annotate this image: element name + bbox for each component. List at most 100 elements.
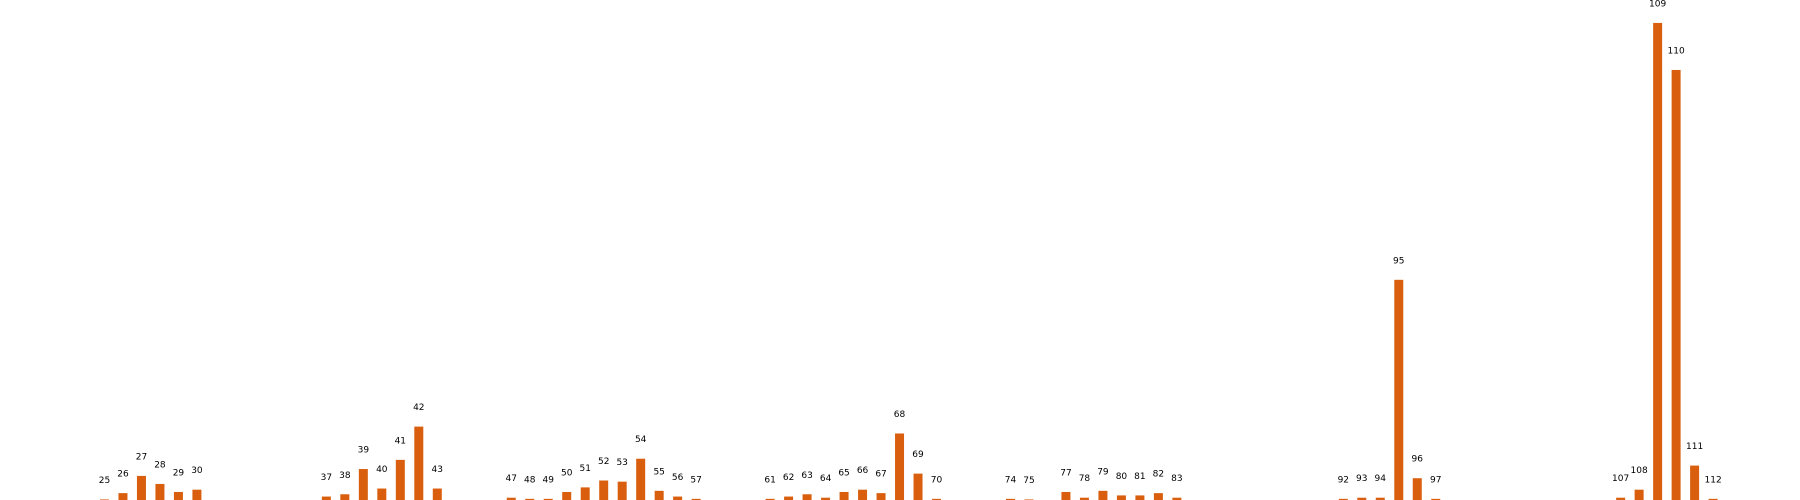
bar — [562, 491, 572, 500]
bar-label: 66 — [857, 466, 869, 476]
bar — [1653, 22, 1663, 500]
bar-label: 97 — [1430, 475, 1441, 485]
bar-label: 54 — [635, 435, 647, 445]
bar — [377, 488, 387, 500]
bar — [414, 426, 424, 500]
bar-label: 42 — [413, 403, 424, 413]
bar-label: 65 — [838, 468, 849, 478]
bar — [1061, 491, 1071, 500]
bar — [1135, 495, 1145, 500]
bar-label: 81 — [1134, 472, 1145, 482]
bar — [876, 493, 886, 500]
bar — [358, 469, 368, 500]
bar — [802, 494, 812, 500]
bar — [1616, 497, 1626, 500]
bar-label: 30 — [191, 466, 203, 476]
bar — [1153, 493, 1163, 500]
bar-label: 69 — [912, 450, 924, 460]
bar — [543, 498, 553, 500]
bar-label: 68 — [894, 410, 906, 420]
bar-label: 110 — [1668, 46, 1685, 56]
bar — [1098, 490, 1108, 500]
bar-label: 53 — [616, 458, 627, 468]
bar — [1338, 498, 1348, 500]
bar-label: 112 — [1705, 475, 1722, 485]
bar — [839, 491, 849, 500]
bar — [784, 496, 794, 500]
bar — [340, 494, 350, 500]
bar — [1079, 497, 1089, 500]
bar — [1394, 279, 1404, 500]
bar-label: 70 — [931, 475, 943, 485]
bar-label: 93 — [1356, 474, 1367, 484]
bar — [173, 491, 183, 500]
bar — [1005, 498, 1015, 500]
bar — [136, 475, 146, 500]
bar — [636, 458, 646, 500]
bar-label: 64 — [820, 474, 832, 484]
bar-label: 83 — [1171, 474, 1182, 484]
bar-label: 57 — [690, 475, 701, 485]
bar-label: 62 — [783, 473, 794, 483]
bar-label: 94 — [1375, 474, 1387, 484]
bar-label: 79 — [1097, 467, 1109, 477]
bar — [1431, 498, 1441, 500]
bar — [858, 489, 868, 500]
bar-label: 108 — [1631, 466, 1648, 476]
bar-label: 48 — [524, 475, 536, 485]
bar-label: 61 — [764, 475, 775, 485]
bar-label: 77 — [1060, 468, 1071, 478]
bar-label: 111 — [1686, 442, 1703, 452]
bar — [1375, 497, 1385, 500]
bar-label: 29 — [173, 468, 185, 478]
bar-label: 39 — [358, 446, 370, 456]
bar — [155, 483, 165, 500]
bar-label: 55 — [653, 467, 664, 477]
bar — [580, 487, 590, 500]
bar — [617, 481, 627, 500]
bar-label: 67 — [875, 470, 886, 480]
bar-label: 52 — [598, 457, 609, 467]
bar-label: 49 — [543, 475, 555, 485]
bar — [1671, 69, 1681, 500]
bar — [895, 433, 905, 500]
bar-label: 82 — [1153, 470, 1164, 480]
bar — [432, 488, 442, 500]
bar — [506, 497, 516, 500]
bar — [1690, 465, 1700, 500]
bar-label: 56 — [672, 473, 684, 483]
bar-label: 37 — [321, 473, 332, 483]
bar — [691, 498, 701, 500]
bar — [1172, 497, 1182, 500]
bar-label: 96 — [1412, 455, 1424, 465]
bar-label: 78 — [1079, 474, 1091, 484]
bar-label: 80 — [1116, 472, 1128, 482]
bar — [321, 496, 331, 500]
bar — [913, 473, 923, 500]
bar-label: 28 — [154, 460, 166, 470]
bar-label: 50 — [561, 468, 573, 478]
bar — [1116, 495, 1126, 500]
bar-label: 63 — [801, 471, 812, 481]
bar-label: 74 — [1005, 475, 1017, 485]
bar — [932, 498, 942, 500]
bar-label: 92 — [1338, 475, 1349, 485]
bar — [654, 490, 664, 500]
bar — [765, 498, 775, 500]
bar — [192, 489, 202, 500]
bar-label: 40 — [376, 465, 388, 475]
bar — [1708, 498, 1718, 500]
bar-label: 109 — [1649, 0, 1666, 9]
bar — [821, 497, 831, 500]
bar-label: 26 — [117, 470, 129, 480]
bar — [673, 496, 683, 500]
bar-label: 51 — [579, 464, 590, 474]
bar — [118, 493, 128, 500]
bar-label: 75 — [1023, 476, 1034, 486]
bar-label: 41 — [395, 436, 406, 446]
bar-label: 38 — [339, 471, 351, 481]
bar — [395, 459, 405, 500]
bar — [599, 480, 609, 500]
bar-label: 107 — [1612, 474, 1629, 484]
